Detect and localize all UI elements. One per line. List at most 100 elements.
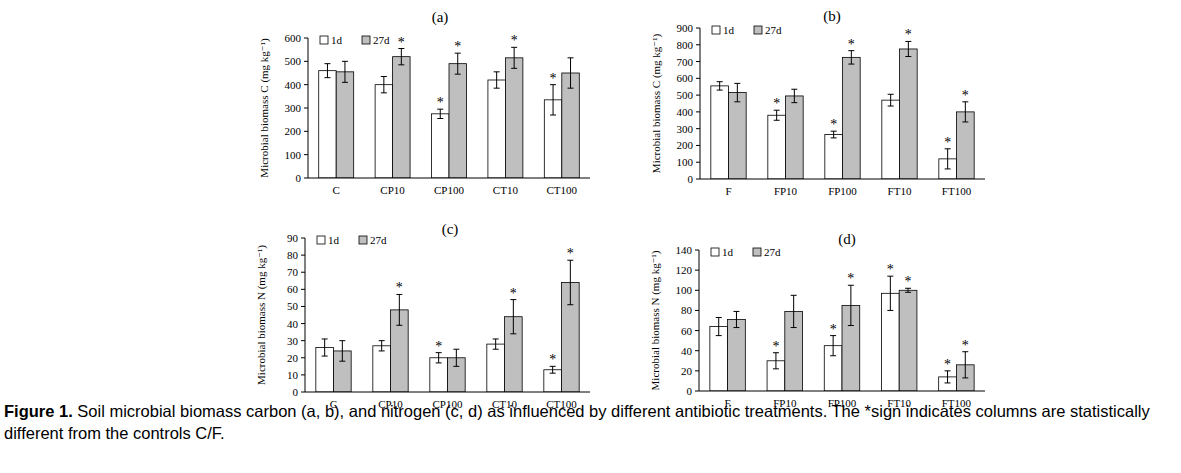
error-bar: [437, 109, 443, 118]
y-tick-label: 10: [287, 369, 299, 381]
y-tick-label: 0: [687, 385, 693, 397]
error-bar: [396, 294, 402, 325]
bar: [882, 100, 900, 179]
bar: [393, 57, 410, 178]
error-cap: [905, 292, 911, 293]
error-cap: [733, 311, 739, 312]
y-tick-label: 900: [677, 22, 694, 34]
y-tick-label: 500: [677, 89, 694, 101]
error-bar: [830, 336, 836, 356]
error-stem: [776, 110, 777, 120]
panel: 0100200300400500600Microbial biomass C (…: [258, 9, 590, 196]
error-bar: [379, 341, 385, 351]
error-bar: [734, 83, 740, 101]
bar: [899, 290, 917, 391]
error-bar: [887, 276, 893, 310]
error-cap: [493, 349, 499, 350]
error-cap: [396, 325, 402, 326]
panel: 020406080100120140Microbial biomass N (m…: [649, 231, 985, 409]
error-bar: [453, 349, 459, 366]
bar: [430, 358, 448, 392]
error-bar: [342, 61, 348, 82]
error-stem: [947, 371, 948, 383]
y-tick: [695, 290, 699, 291]
legend-swatch: [359, 236, 367, 244]
error-bar: [717, 82, 723, 90]
bar: [728, 319, 746, 391]
error-bar: [888, 94, 894, 106]
error-cap: [945, 382, 951, 383]
y-axis-label: Microbial biomass C (mg kg⁻¹): [258, 38, 271, 178]
error-stem: [850, 285, 851, 325]
bar: [488, 80, 505, 178]
significance-mark: *: [772, 339, 779, 354]
error-cap: [322, 338, 328, 339]
significance-mark: *: [848, 37, 855, 52]
error-cap: [493, 338, 499, 339]
error-stem: [495, 339, 496, 349]
significance-mark: *: [454, 39, 461, 54]
x-tick-label: CT100: [547, 184, 578, 196]
x-axis: [699, 391, 985, 392]
error-bar: [493, 339, 499, 349]
error-cap: [734, 83, 740, 84]
error-stem: [553, 85, 554, 115]
error-cap: [342, 82, 348, 83]
y-tick: [696, 28, 700, 29]
significance-mark: *: [847, 271, 854, 286]
legend-swatch: [317, 236, 325, 244]
y-tick: [696, 95, 700, 96]
y-axis-label: Microbial biomass N (mg kg⁻¹): [649, 250, 662, 390]
y-tick-label: 800: [677, 39, 694, 51]
y-tick-label: 600: [677, 72, 694, 84]
legend-label: 1d: [722, 246, 734, 258]
y-tick: [696, 179, 700, 180]
significance-mark: *: [435, 339, 442, 354]
error-stem: [736, 311, 737, 327]
error-stem: [381, 341, 382, 351]
error-stem: [794, 89, 795, 102]
error-bar: [962, 102, 968, 122]
error-bar: [848, 285, 854, 325]
error-bar: [494, 72, 500, 88]
bars: [319, 47, 580, 178]
error-bar: [791, 295, 797, 327]
significance-mark: *: [944, 357, 951, 372]
y-tick: [301, 255, 305, 256]
error-bar: [550, 85, 556, 115]
x-tick-label: FP10: [774, 185, 798, 197]
error-cap: [717, 81, 723, 82]
x-axis: [308, 178, 590, 179]
y-tick: [301, 374, 305, 375]
y-axis-label: Microbial biomass C (mg kg⁻¹): [650, 34, 663, 174]
error-cap: [733, 327, 739, 328]
error-stem: [570, 260, 571, 304]
error-bar: [774, 110, 780, 120]
legend-swatch: [362, 36, 370, 44]
error-bar: [848, 51, 854, 64]
bar: [900, 49, 918, 179]
error-stem: [344, 61, 345, 82]
error-cap: [830, 355, 836, 356]
panel: 0100200300400500600700800900Microbial bi…: [650, 8, 985, 197]
error-cap: [791, 89, 797, 90]
y-tick-label: 400: [285, 79, 302, 91]
y-tick: [304, 38, 308, 39]
y-tick-label: 80: [287, 249, 299, 261]
annotations: *****: [396, 246, 574, 367]
error-bar: [962, 352, 968, 378]
error-stem: [496, 72, 497, 88]
significance-mark: *: [567, 246, 574, 261]
error-bar: [339, 341, 345, 362]
y-tick: [695, 270, 699, 271]
legend-label: 1d: [331, 34, 343, 46]
error-bar: [773, 353, 779, 369]
bar: [544, 370, 562, 392]
y-tick-label: 300: [285, 102, 302, 114]
error-cap: [494, 71, 500, 72]
error-stem: [440, 109, 441, 118]
significance-mark: *: [773, 96, 780, 111]
y-tick: [695, 310, 699, 311]
significance-mark: *: [830, 322, 837, 337]
legend-label: 27d: [765, 24, 782, 36]
